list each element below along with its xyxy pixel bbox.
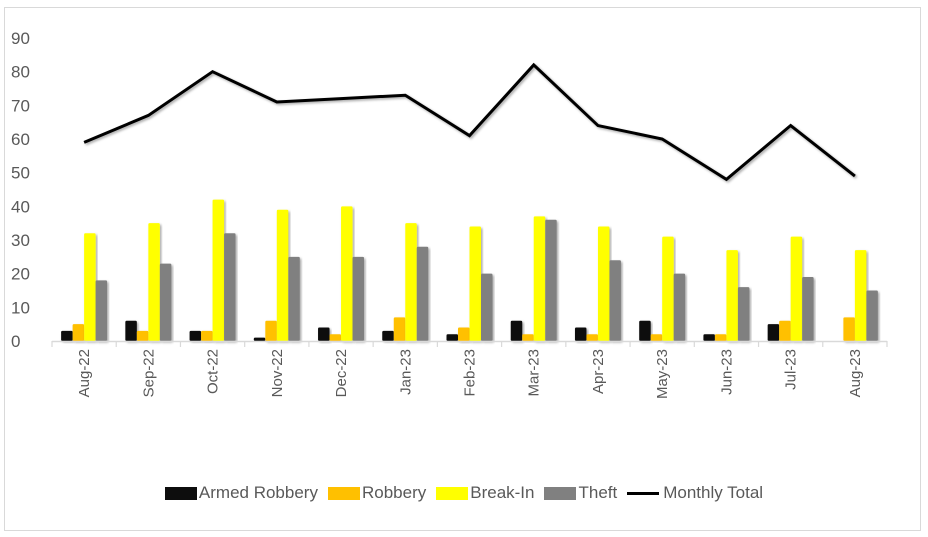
bar-theft — [545, 219, 557, 341]
bar-theft — [288, 256, 300, 341]
bar-break-in — [405, 223, 417, 341]
y-tick-label: 40 — [11, 197, 30, 216]
bar-robbery — [650, 334, 663, 341]
bar-armed-robbery — [125, 320, 137, 341]
x-tick-label: Aug-22 — [76, 349, 93, 397]
x-tick-label: Jan-23 — [397, 349, 414, 395]
bar-armed-robbery — [510, 320, 523, 341]
legend-item-monthly-total: Monthly Total — [627, 483, 763, 503]
bar-armed-robbery — [382, 330, 394, 341]
y-tick-label: 70 — [11, 96, 30, 115]
x-tick-label: Aug-23 — [847, 349, 864, 397]
bar-armed-robbery — [253, 337, 266, 341]
x-tick-label: Apr-23 — [590, 349, 607, 394]
legend-label: Theft — [578, 483, 618, 502]
bar-robbery — [265, 320, 277, 341]
x-tick-label: Feb-23 — [462, 349, 479, 397]
bar-break-in — [212, 199, 225, 341]
bar-break-in — [854, 250, 867, 341]
bar-robbery — [329, 334, 342, 341]
bar-armed-robbery — [318, 327, 330, 341]
y-tick-label: 30 — [11, 231, 30, 250]
bar-robbery — [393, 317, 406, 341]
bar-robbery — [714, 334, 727, 341]
x-tick-label: Sep-22 — [140, 349, 157, 397]
bar-theft — [866, 290, 878, 341]
x-axis: Aug-22 Sep-22 Oct-22 Nov-22 Dec-22 Jan-23 Feb-… — [51, 340, 888, 399]
legend-swatch-icon — [436, 486, 469, 500]
line-monthly-total — [83, 62, 856, 182]
bar-theft — [416, 246, 429, 341]
bar-armed-robbery — [189, 330, 202, 341]
bar-break-in — [276, 209, 289, 341]
y-tick-label: 80 — [11, 63, 30, 82]
bar-armed-robbery — [446, 334, 458, 341]
legend-swatch-icon — [544, 486, 577, 500]
y-tick-label: 50 — [11, 164, 30, 183]
x-tick-label: May-23 — [654, 349, 671, 399]
bar-theft — [352, 256, 365, 341]
bar-theft — [609, 260, 621, 341]
bar-armed-robbery — [61, 330, 73, 341]
bar-break-in — [341, 206, 353, 341]
bar-theft — [159, 263, 172, 341]
y-tick-label: 10 — [11, 298, 30, 317]
bar-break-in — [726, 250, 738, 341]
x-tick-label: Dec-22 — [333, 349, 350, 397]
line-series-monthly-total — [83, 62, 856, 182]
y-axis: 0 10 20 30 40 50 60 70 80 90 — [11, 29, 30, 351]
bar-theft — [673, 273, 686, 341]
bar-theft — [95, 280, 108, 341]
bar-armed-robbery — [767, 324, 780, 341]
y-tick-label: 0 — [11, 332, 20, 351]
legend-item-armed-robbery: Armed Robbery — [164, 483, 318, 503]
bar-robbery — [201, 330, 213, 341]
x-tick-label: Jun-23 — [718, 349, 735, 395]
bar-break-in — [662, 236, 674, 341]
y-tick-label: 90 — [11, 29, 30, 48]
bar-break-in — [597, 226, 610, 341]
bar-break-in — [148, 223, 160, 341]
bar-break-in — [790, 236, 803, 341]
bar-armed-robbery — [639, 320, 651, 341]
legend-swatch-icon — [327, 486, 360, 500]
bar-theft — [481, 273, 493, 341]
bar-robbery — [458, 327, 470, 341]
bar-armed-robbery — [703, 334, 715, 341]
bar-series — [61, 199, 878, 341]
legend-item-theft: Theft — [544, 483, 617, 503]
legend-swatch-icon — [164, 486, 197, 500]
bar-break-in — [533, 216, 546, 341]
legend-item-robbery: Robbery — [327, 483, 427, 503]
legend-label: Monthly Total — [663, 483, 764, 502]
x-tick-label: Mar-23 — [526, 349, 543, 397]
legend-swatch-icon — [627, 491, 660, 495]
bar-break-in — [84, 233, 96, 341]
bar-robbery — [72, 324, 85, 341]
bar-robbery — [779, 320, 791, 341]
bar-theft — [802, 277, 814, 341]
legend-label: Armed Robbery — [198, 483, 318, 502]
legend-label: Robbery — [361, 483, 427, 502]
bar-armed-robbery — [574, 327, 587, 341]
bar-break-in — [469, 226, 481, 341]
bar-robbery — [136, 330, 149, 341]
bar-theft — [737, 287, 750, 341]
bar-robbery — [586, 334, 598, 341]
legend-label: Break-In — [470, 483, 535, 502]
y-tick-label: 60 — [11, 130, 30, 149]
bar-theft — [224, 233, 236, 341]
y-tick-label: 20 — [11, 265, 30, 284]
legend-item-break-in: Break-In — [436, 483, 534, 503]
x-tick-label: Jul-23 — [783, 349, 800, 390]
legend: Armed Robbery Robbery Break-In Theft Monthly… — [0, 483, 928, 503]
bar-robbery — [522, 334, 534, 341]
x-tick-label: Nov-22 — [269, 349, 286, 397]
bar-robbery — [843, 317, 855, 341]
x-tick-label: Oct-22 — [205, 349, 222, 394]
